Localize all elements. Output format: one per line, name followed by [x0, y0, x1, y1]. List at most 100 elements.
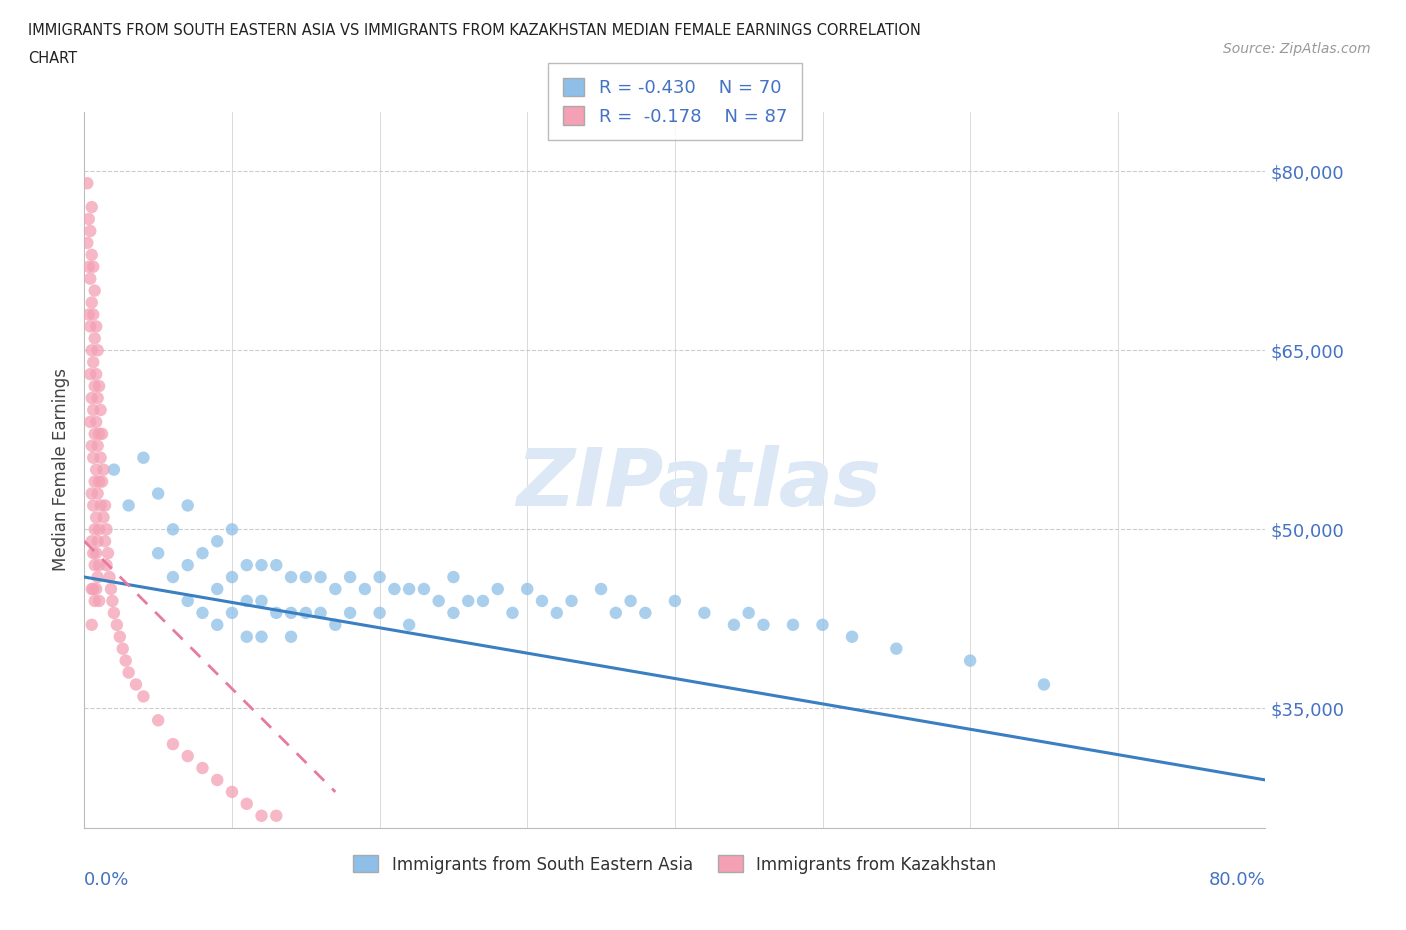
Point: [94, 534, 117, 549]
Point: [266, 808, 288, 823]
Point: [86, 438, 108, 453]
Point: [96, 522, 118, 537]
Point: [162, 737, 184, 751]
Point: [101, 593, 124, 608]
Point: [486, 581, 509, 596]
Point: [80, 438, 103, 453]
Point: [738, 605, 761, 620]
Point: [82, 450, 104, 465]
Point: [114, 653, 136, 668]
Text: IMMIGRANTS FROM SOUTH EASTERN ASIA VS IMMIGRANTS FROM KAZAKHSTAN MEDIAN FEMALE E: IMMIGRANTS FROM SOUTH EASTERN ASIA VS IM…: [28, 23, 921, 38]
Text: 0.0%: 0.0%: [84, 870, 129, 889]
Point: [236, 558, 259, 573]
Point: [90, 403, 112, 418]
Point: [325, 581, 347, 596]
Point: [83, 474, 105, 489]
Point: [93, 462, 115, 477]
Point: [457, 593, 479, 608]
Point: [959, 653, 981, 668]
Point: [207, 618, 229, 632]
Point: [91, 474, 114, 489]
Point: [108, 630, 131, 644]
Point: [266, 605, 288, 620]
Point: [398, 618, 420, 632]
Point: [84, 415, 107, 430]
Point: [77, 259, 100, 274]
Point: [236, 630, 259, 644]
Point: [84, 462, 107, 477]
Point: [82, 498, 104, 513]
Point: [82, 581, 104, 596]
Point: [295, 569, 318, 585]
Point: [76, 176, 98, 191]
Point: [280, 569, 302, 585]
Point: [83, 379, 105, 393]
Point: [148, 712, 170, 727]
Point: [561, 593, 583, 608]
Point: [90, 450, 112, 465]
Point: [76, 235, 98, 250]
Point: [177, 593, 200, 608]
Point: [427, 593, 450, 608]
Point: [177, 498, 200, 513]
Point: [80, 486, 103, 501]
Point: [309, 569, 332, 585]
Point: [236, 593, 259, 608]
Point: [501, 605, 523, 620]
Point: [80, 581, 103, 596]
Point: [79, 223, 101, 238]
Point: [250, 593, 273, 608]
Point: [413, 581, 436, 596]
Point: [86, 343, 108, 358]
Point: [83, 558, 105, 573]
Point: [1033, 677, 1056, 692]
Point: [83, 331, 105, 346]
Point: [368, 605, 391, 620]
Point: [105, 618, 128, 632]
Point: [80, 534, 103, 549]
Point: [752, 618, 775, 632]
Point: [221, 785, 243, 800]
Point: [77, 307, 100, 322]
Point: [250, 808, 273, 823]
Point: [280, 630, 302, 644]
Point: [79, 272, 101, 286]
Point: [191, 605, 214, 620]
Point: [250, 630, 273, 644]
Point: [368, 569, 391, 585]
Point: [177, 749, 200, 764]
Point: [84, 546, 107, 561]
Point: [132, 689, 155, 704]
Point: [339, 569, 361, 585]
Point: [80, 391, 103, 405]
Point: [84, 581, 107, 596]
Point: [886, 642, 908, 657]
Point: [83, 522, 105, 537]
Point: [443, 605, 465, 620]
Point: [723, 618, 745, 632]
Point: [103, 605, 125, 620]
Point: [86, 486, 108, 501]
Point: [97, 546, 120, 561]
Y-axis label: Median Female Earnings: Median Female Earnings: [52, 368, 70, 571]
Point: [83, 283, 105, 298]
Point: [620, 593, 643, 608]
Point: [516, 581, 538, 596]
Point: [325, 618, 347, 632]
Point: [79, 319, 101, 334]
Point: [83, 593, 105, 608]
Point: [280, 605, 302, 620]
Point: [207, 534, 229, 549]
Text: Source: ZipAtlas.com: Source: ZipAtlas.com: [1223, 42, 1371, 56]
Point: [207, 773, 229, 788]
Point: [811, 618, 834, 632]
Point: [80, 618, 103, 632]
Point: [100, 581, 122, 596]
Point: [472, 593, 495, 608]
Point: [118, 665, 141, 680]
Point: [207, 581, 229, 596]
Point: [118, 498, 141, 513]
Point: [443, 569, 465, 585]
Legend: Immigrants from South Eastern Asia, Immigrants from Kazakhstan: Immigrants from South Eastern Asia, Immi…: [347, 849, 1002, 880]
Point: [191, 761, 214, 776]
